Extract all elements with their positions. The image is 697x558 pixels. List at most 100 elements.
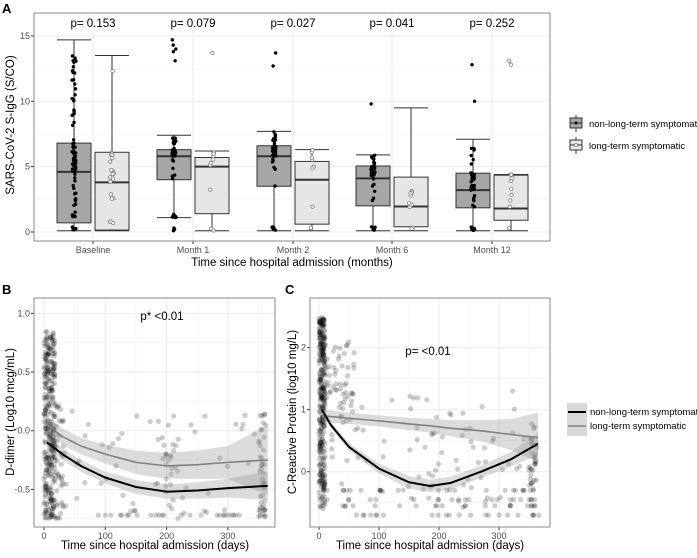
scatter-point [47, 334, 54, 340]
data-point [110, 68, 115, 74]
scatter-point [339, 363, 345, 369]
scatter-point [511, 497, 517, 503]
scatter-point [318, 366, 324, 373]
scatter-point [319, 496, 325, 502]
scatter-point [57, 406, 64, 413]
scatter-point [52, 465, 58, 471]
scatter-point [324, 487, 330, 493]
data-point [370, 170, 374, 175]
scatter-point [529, 503, 535, 509]
p-value-label: p= 0.041 [369, 18, 414, 30]
scatter-point [497, 494, 504, 501]
scatter-point [318, 331, 324, 337]
scatter-point [168, 454, 174, 460]
scatter-point [318, 381, 325, 387]
scatter-point [46, 376, 52, 382]
scatter-point [358, 487, 364, 493]
scatter-point [347, 487, 353, 493]
data-point [507, 204, 512, 209]
legend-label-long-term-c: long-term symptomatic [590, 421, 686, 432]
scatter-point [319, 481, 325, 487]
scatter-point [316, 317, 322, 324]
scatter-point [58, 475, 64, 481]
scatter-point [505, 512, 511, 518]
scatter-point [261, 480, 267, 486]
scatter-point [49, 336, 55, 343]
scatter-point [42, 385, 49, 391]
scatter-point [43, 407, 49, 413]
scatter-point [320, 403, 326, 409]
data-point [70, 162, 75, 166]
scatter-point [373, 497, 379, 503]
scatter-point [169, 465, 175, 471]
scatter-point [47, 495, 53, 501]
data-point [308, 225, 313, 230]
panel-a-ylabel: SARS-CoV-2 S-IgG (S/CO) [5, 55, 17, 194]
scatter-point [318, 320, 324, 326]
scatter-point [52, 413, 58, 419]
scatter-point [316, 335, 323, 341]
scatter-point [165, 457, 172, 463]
scatter-point [432, 430, 438, 436]
data-point [509, 186, 514, 191]
scatter-point [319, 396, 325, 402]
scatter-point [48, 491, 55, 497]
scatter-point [43, 425, 49, 432]
scatter-point [49, 386, 55, 392]
scatter-point [318, 352, 324, 359]
scatter-point [42, 395, 48, 401]
scatter-point [318, 393, 324, 399]
scatter-point [318, 475, 324, 481]
scatter-point [481, 445, 488, 451]
scatter-point [48, 333, 54, 339]
scatter-point [44, 361, 51, 367]
scatter-point [316, 371, 323, 377]
scatter-point [448, 412, 454, 418]
scatter-point [318, 318, 324, 324]
data-point [273, 152, 278, 156]
scatter-point [51, 414, 57, 420]
outlier-point [507, 58, 512, 63]
scatter-point [43, 483, 49, 489]
data-point [408, 191, 413, 196]
scatter-point [321, 387, 327, 393]
scatter-point [108, 512, 114, 518]
scatter-point [47, 397, 53, 403]
data-point [472, 196, 476, 200]
scatter-point [319, 316, 325, 323]
fit-line-long-term [321, 415, 539, 439]
scatter-point [331, 364, 337, 371]
scatter-point [45, 346, 52, 353]
scatter-point [44, 428, 50, 434]
p-value-label: p= 0.252 [469, 18, 514, 30]
scatter-point [46, 400, 52, 407]
scatter-point [424, 397, 430, 403]
scatter-point [344, 487, 350, 493]
scatter-point [532, 460, 538, 467]
x-tick-label: 300 [220, 531, 235, 541]
scatter-point [51, 365, 57, 372]
scatter-point [46, 392, 52, 398]
scatter-point [317, 378, 323, 384]
y-tick-label: 0.0 [17, 426, 30, 436]
scatter-point [257, 454, 263, 460]
scatter-point [505, 461, 512, 467]
outlier-point [172, 226, 176, 230]
data-point [370, 164, 374, 169]
scatter-point [429, 431, 435, 438]
scatter-point [201, 508, 207, 514]
scatter-point [42, 499, 48, 506]
scatter-point [221, 507, 228, 513]
scatter-point [482, 503, 489, 509]
scatter-point [50, 347, 56, 353]
scatter-point [348, 402, 354, 409]
scatter-point [320, 323, 326, 329]
scatter-point [50, 479, 56, 485]
scatter-point [154, 480, 161, 487]
scatter-point [316, 357, 323, 364]
scatter-point [44, 468, 50, 474]
scatter-point [49, 452, 56, 458]
scatter-point [319, 480, 325, 486]
scatter-point [43, 515, 50, 521]
scatter-point [163, 451, 169, 457]
